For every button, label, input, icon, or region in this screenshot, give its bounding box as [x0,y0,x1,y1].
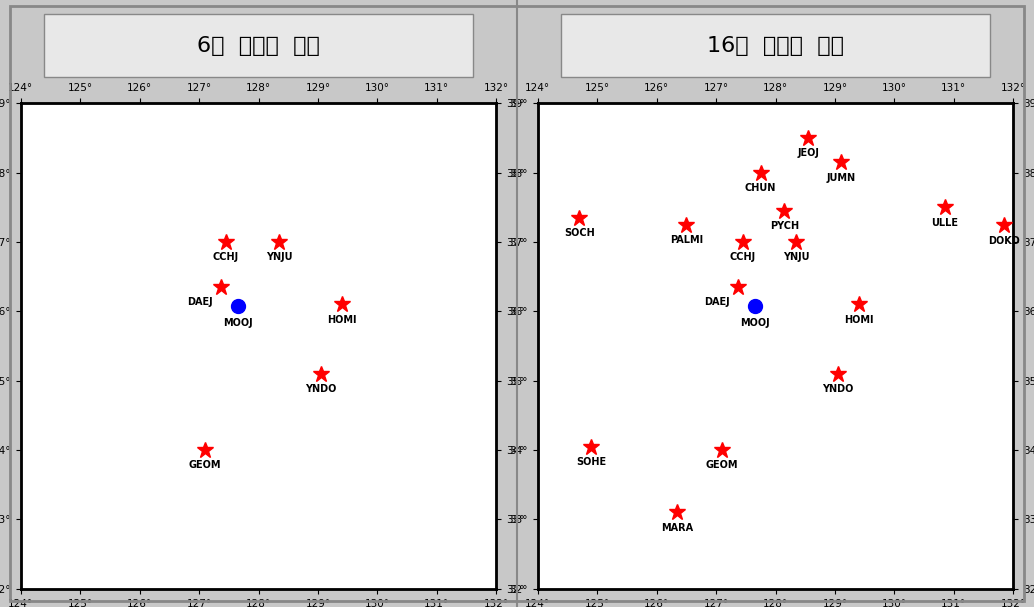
Text: GEOM: GEOM [706,461,738,470]
Text: JUMN: JUMN [826,172,855,183]
Text: SOCH: SOCH [564,228,595,238]
Text: PYCH: PYCH [770,221,799,231]
Text: JEOJ: JEOJ [797,148,819,158]
Text: SOHE: SOHE [576,457,606,467]
Text: CCHJ: CCHJ [730,253,756,262]
Text: DOKD: DOKD [989,236,1021,246]
FancyBboxPatch shape [44,14,473,77]
Text: HOMI: HOMI [327,315,357,325]
Text: YNJU: YNJU [266,253,293,262]
Text: GEOM: GEOM [189,461,221,470]
Text: CCHJ: CCHJ [213,253,239,262]
Text: ULLE: ULLE [932,218,959,228]
Text: HOMI: HOMI [844,315,874,325]
Text: MOOJ: MOOJ [223,318,252,328]
Text: DAEJ: DAEJ [187,297,213,307]
Text: CHUN: CHUN [744,183,777,193]
Text: DAEJ: DAEJ [704,297,730,307]
Text: 16개  기준국  이용: 16개 기준국 이용 [707,36,844,55]
FancyBboxPatch shape [561,14,990,77]
Text: YNDO: YNDO [822,384,854,394]
Text: YNJU: YNJU [783,253,810,262]
Text: PALMI: PALMI [670,235,703,245]
Text: MARA: MARA [662,523,694,533]
Text: 6개  기준국  이용: 6개 기준국 이용 [197,36,320,55]
Text: YNDO: YNDO [305,384,337,394]
Text: MOOJ: MOOJ [740,318,769,328]
